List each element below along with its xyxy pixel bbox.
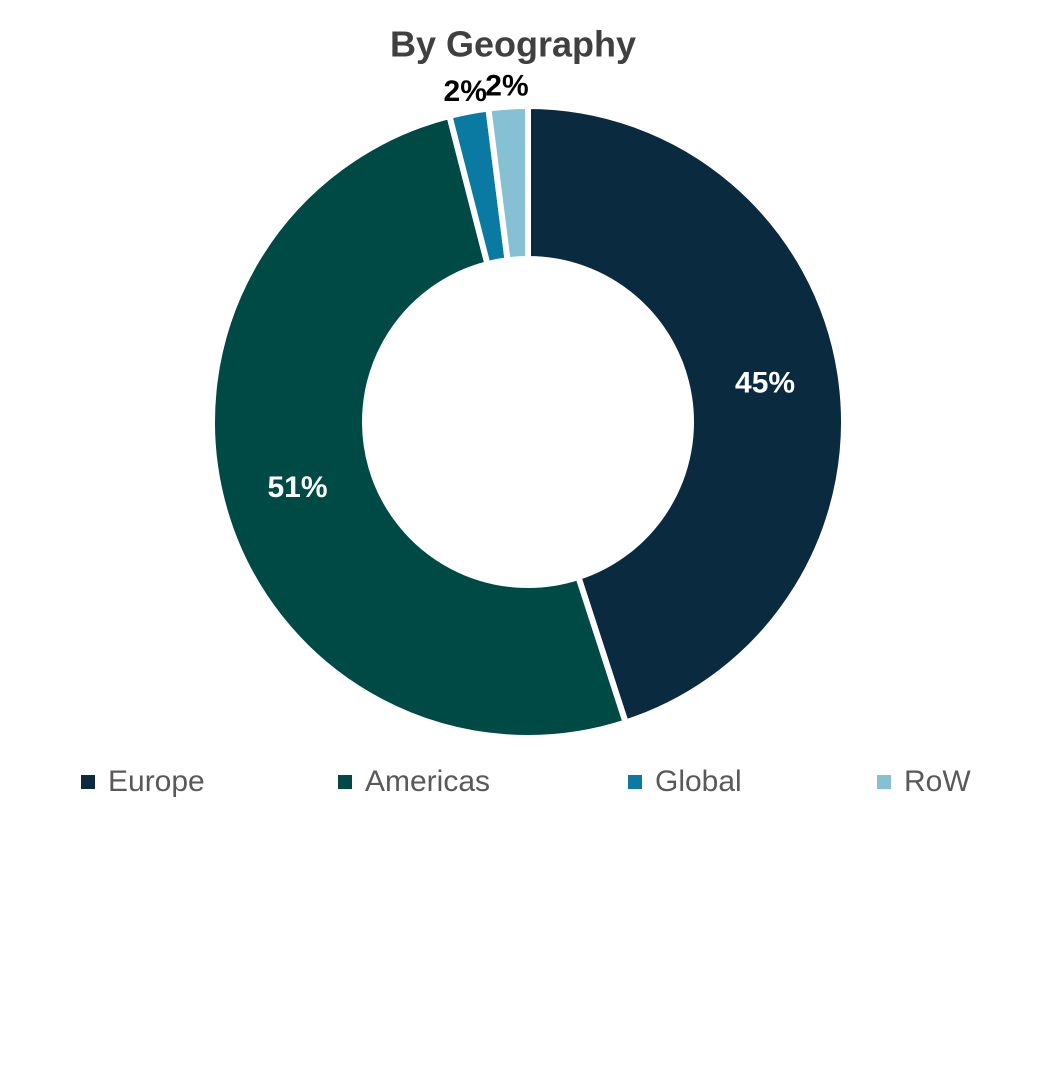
donut-segment <box>209 112 630 741</box>
data-label: 2% <box>485 70 528 103</box>
legend-swatch <box>628 775 642 789</box>
chart-title: By Geography <box>390 24 636 65</box>
legend-swatch <box>338 775 352 789</box>
donut-segment <box>485 102 531 264</box>
data-label: 45% <box>735 366 795 399</box>
data-label: 51% <box>268 471 328 504</box>
legend-swatch <box>81 775 95 789</box>
legend-swatch <box>877 775 891 789</box>
legend-label: Americas <box>365 765 490 798</box>
legend-label: RoW <box>904 765 971 798</box>
data-label: 2% <box>444 75 487 108</box>
legend-label: Global <box>655 765 742 798</box>
legend-label: Europe <box>108 765 205 798</box>
donut-segment <box>525 102 847 727</box>
